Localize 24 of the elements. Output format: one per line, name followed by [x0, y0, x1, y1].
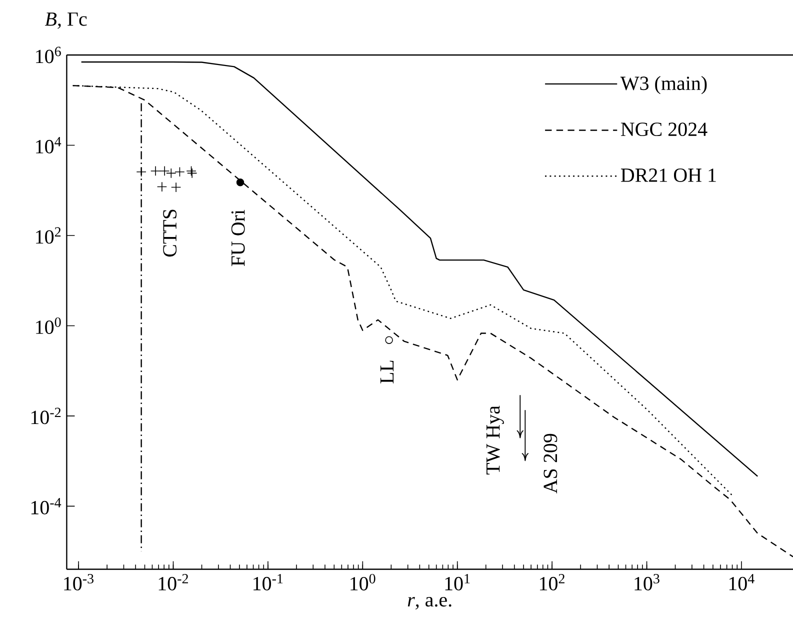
y-axis-title: B, Гс	[44, 12, 87, 29]
legend-label: DR21 OH 1	[620, 168, 716, 182]
y-tick-label: 10$^{-4}$	[31, 498, 62, 514]
x-tick-label: 10$^{1}$	[445, 574, 470, 590]
y-tick-label: 10$^{2}$	[36, 227, 61, 244]
y-tick-label: 10$^{4}$	[36, 137, 62, 154]
x-axis-title: r, a.e.	[408, 596, 452, 610]
x-tick-label: 10$^{2}$	[540, 574, 564, 590]
y-tick-label: 10$^{-2}$	[31, 408, 61, 424]
x-tick-label: 10$^{4}$	[729, 574, 754, 590]
y-tick-label: 10$^{6}$	[36, 46, 61, 64]
x-tick-label: 10$^{-1}$	[254, 574, 283, 590]
x-tick-label: 10$^{-2}$	[158, 574, 188, 590]
legend-label: NGC 2024	[620, 122, 708, 136]
x-tick-label: 10$^{-3}$	[64, 574, 94, 590]
annotation: AS 209	[544, 434, 558, 494]
annotation: FU Ori	[231, 210, 245, 266]
x-tick-label: 10$^{0}$	[350, 574, 376, 590]
x-tick-label: 10$^{3}$	[634, 574, 660, 590]
y-tick-label: 10$^{0}$	[36, 317, 61, 334]
annotation: CTTS	[163, 210, 177, 257]
annotation: LL	[380, 360, 394, 384]
legend-label: W3 (main)	[620, 76, 707, 94]
annotation: TW Hya	[486, 406, 504, 475]
